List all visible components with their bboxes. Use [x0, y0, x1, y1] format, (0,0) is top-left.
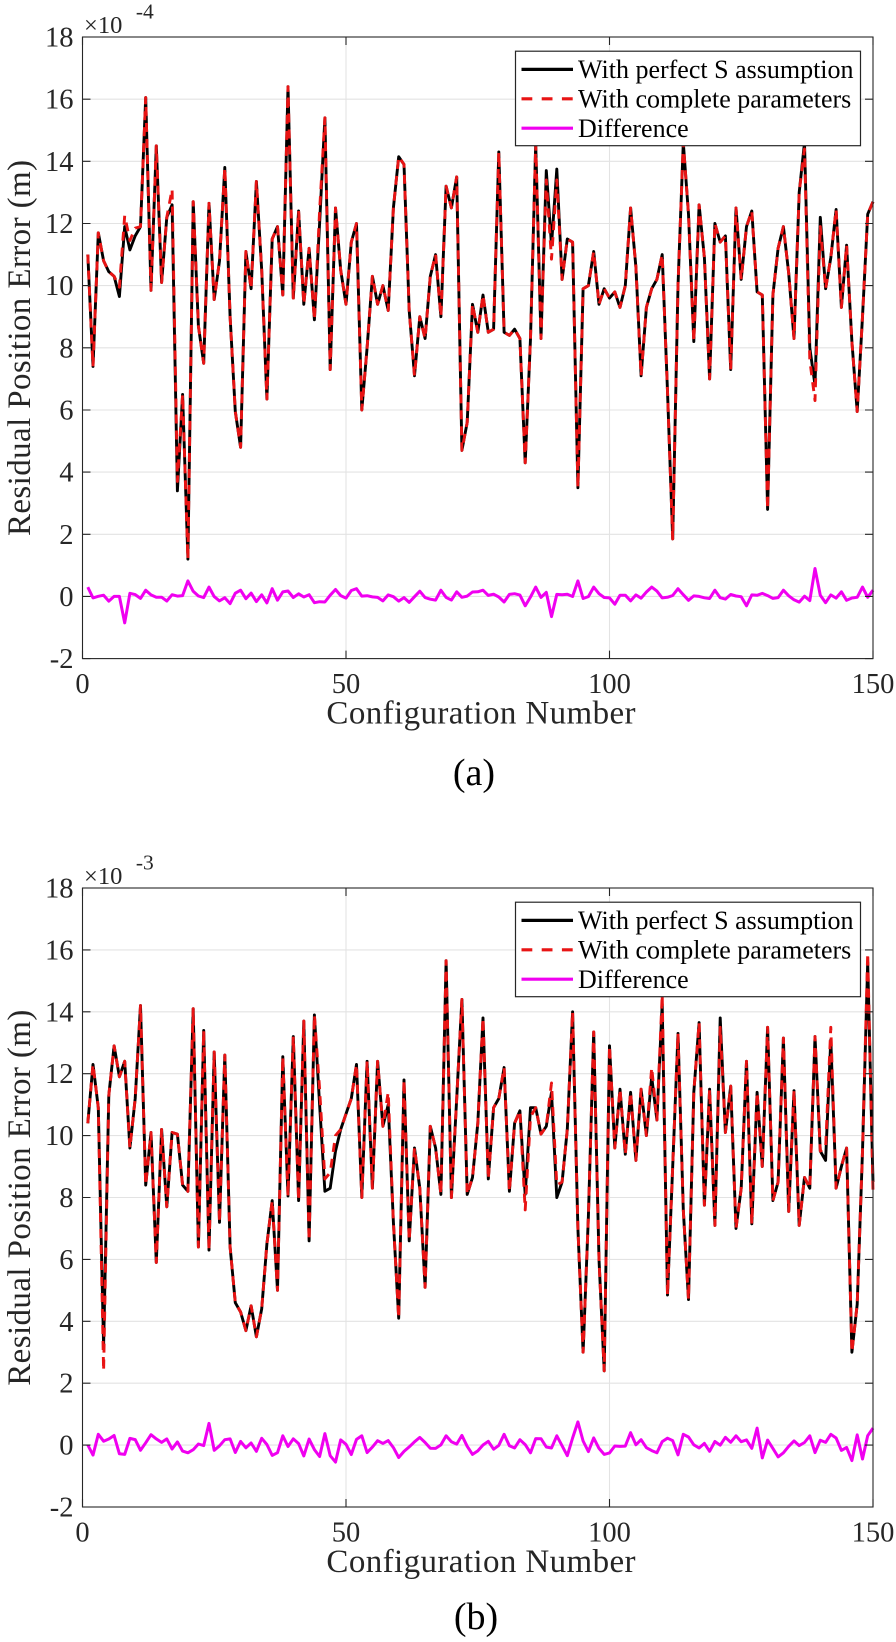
- svg-text:(a): (a): [453, 752, 495, 794]
- svg-text:18: 18: [45, 874, 74, 905]
- svg-text:Difference: Difference: [578, 114, 689, 143]
- svg-text:(b): (b): [454, 1596, 498, 1638]
- svg-text:Configuration Number: Configuration Number: [326, 696, 636, 732]
- svg-text:18: 18: [45, 23, 74, 54]
- svg-text:16: 16: [45, 85, 74, 116]
- svg-text:-2: -2: [50, 644, 74, 675]
- svg-text:With complete parameters: With complete parameters: [578, 84, 851, 113]
- svg-text:With complete parameters: With complete parameters: [578, 935, 851, 964]
- svg-text:150: 150: [852, 669, 895, 700]
- svg-text:0: 0: [75, 669, 89, 700]
- svg-text:2: 2: [59, 1369, 73, 1400]
- svg-text:Difference: Difference: [578, 965, 689, 994]
- svg-text:-2: -2: [50, 1493, 74, 1524]
- svg-text:With perfect S assumption: With perfect S assumption: [578, 55, 854, 84]
- svg-text:8: 8: [59, 333, 73, 364]
- svg-text:Residual Position Error (m): Residual Position Error (m): [2, 160, 38, 537]
- svg-text:8: 8: [59, 1183, 73, 1214]
- svg-text:14: 14: [45, 997, 74, 1028]
- svg-text:0: 0: [59, 582, 73, 613]
- svg-text:50: 50: [332, 669, 361, 700]
- svg-text:6: 6: [59, 1245, 73, 1276]
- svg-text:150: 150: [852, 1518, 895, 1549]
- svg-text:100: 100: [588, 669, 631, 700]
- svg-text:100: 100: [588, 1518, 631, 1549]
- svg-text:10: 10: [45, 271, 74, 302]
- svg-text:4: 4: [59, 1307, 73, 1338]
- svg-text:With perfect S assumption: With perfect S assumption: [578, 906, 854, 935]
- svg-text:14: 14: [45, 147, 74, 178]
- svg-text:16: 16: [45, 935, 74, 966]
- svg-text:0: 0: [59, 1431, 73, 1462]
- svg-text:2: 2: [59, 520, 73, 551]
- svg-text:Configuration Number: Configuration Number: [326, 1544, 636, 1580]
- svg-text:12: 12: [45, 1059, 74, 1090]
- svg-text:0: 0: [75, 1518, 89, 1549]
- svg-text:6: 6: [59, 396, 73, 427]
- svg-text:4: 4: [59, 458, 73, 489]
- svg-text:50: 50: [332, 1518, 361, 1549]
- svg-text:10: 10: [45, 1121, 74, 1152]
- svg-text:12: 12: [45, 209, 74, 240]
- svg-text:Residual Position Error (m): Residual Position Error (m): [2, 1009, 38, 1386]
